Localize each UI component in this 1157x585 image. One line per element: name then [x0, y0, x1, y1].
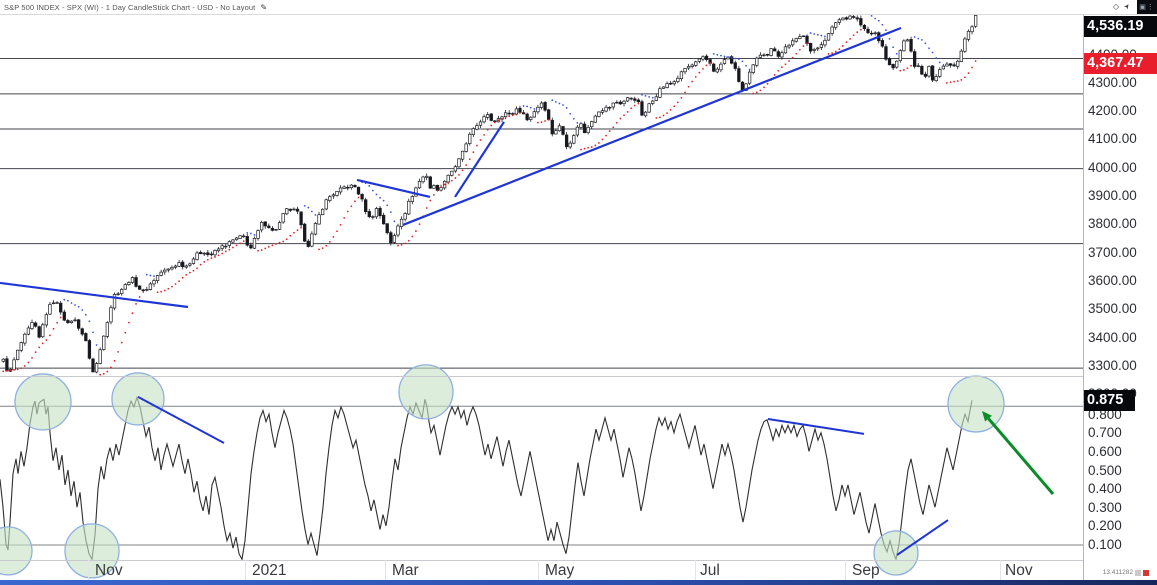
time-axis-tick	[385, 560, 386, 580]
month-label: May	[545, 562, 575, 579]
month-label: Sep	[852, 562, 880, 579]
price-axis-label: 4100.00	[1088, 131, 1137, 147]
ma-price-badge: 4,367.47	[1084, 52, 1157, 74]
time-axis-tick	[695, 560, 696, 580]
indicator-axis-label: 0.600	[1088, 443, 1122, 459]
annotation-circle[interactable]	[947, 375, 1005, 433]
indicator-value-badge: 0.875	[1084, 389, 1135, 411]
month-label: Nov	[1005, 562, 1033, 579]
latency-value: 13.411282	[1102, 569, 1133, 576]
trendline[interactable]	[356, 178, 431, 198]
price-axis-label: 4300.00	[1088, 74, 1137, 90]
status-square-icon	[1135, 569, 1141, 576]
annotation-circle[interactable]	[873, 530, 919, 576]
annotation-circles[interactable]	[0, 364, 1005, 579]
price-axis-label: 3800.00	[1088, 216, 1137, 232]
annotation-circle[interactable]	[111, 372, 165, 426]
candles-layer	[1, 13, 978, 374]
edit-pencil-icon[interactable]: ✎	[260, 2, 268, 12]
annotation-circle[interactable]	[398, 364, 454, 420]
trendline[interactable]	[137, 396, 225, 444]
trendline[interactable]	[0, 281, 189, 309]
trendline[interactable]	[402, 26, 902, 226]
last-price-badge: 4,536.19	[1084, 15, 1157, 37]
trendline[interactable]	[767, 418, 865, 435]
time-axis-divider	[0, 560, 1083, 561]
indicator-axis-label: 0.500	[1088, 462, 1122, 478]
month-label: Nov	[95, 562, 123, 579]
price-axis[interactable]: 4,536.19 4,367.47 0.875 4400.004300.0042…	[1083, 0, 1157, 580]
time-axis-tick	[88, 560, 89, 580]
time-axis-tick	[538, 560, 539, 580]
month-label: Jul	[700, 562, 720, 579]
indicator-axis-label: 0.200	[1088, 518, 1122, 534]
price-axis-label: 3600.00	[1088, 272, 1137, 288]
time-axis[interactable]: Nov 2021 Mar May Jul Sep Nov	[0, 560, 1083, 580]
price-axis-label: 3700.00	[1088, 244, 1137, 260]
trendline[interactable]	[896, 519, 949, 556]
price-axis-label: 3500.00	[1088, 301, 1137, 317]
status-square-red-icon	[1143, 569, 1149, 576]
latency-indicator: 13.411282	[1103, 569, 1149, 576]
month-label: 2021	[252, 562, 287, 579]
price-axis-label: 3300.00	[1088, 357, 1137, 373]
indicator-axis-label: 0.700	[1088, 425, 1122, 441]
window-controls[interactable]: ▣⋮	[1137, 0, 1157, 14]
chart-title[interactable]: S&P 500 INDEX - SPX (WI) - 1 Day CandleS…	[4, 2, 256, 12]
time-axis-tick	[845, 560, 846, 580]
oscillator-threshold-lines[interactable]	[0, 405, 1083, 546]
bottom-progress-strip	[0, 580, 1157, 585]
price-axis-label: 3900.00	[1088, 188, 1137, 203]
trendline[interactable]	[454, 121, 505, 198]
diamond-icon[interactable]: ◇	[1112, 2, 1120, 11]
annotation-circle[interactable]	[64, 523, 120, 579]
trendlines[interactable]	[0, 26, 949, 556]
time-axis-tick	[1000, 560, 1001, 580]
indicator-axis-label: 0.300	[1088, 499, 1122, 515]
price-axis-label: 4200.00	[1088, 103, 1137, 119]
green-arrow[interactable]	[982, 411, 1055, 495]
sar-dots-layer	[2, 15, 977, 376]
pane-divider[interactable]	[0, 376, 1083, 377]
indicator-axis-label: 0.100	[1088, 536, 1122, 552]
annotation-circle[interactable]	[0, 526, 33, 576]
price-level-lines[interactable]	[0, 58, 1083, 369]
chart-titlebar: S&P 500 INDEX - SPX (WI) - 1 Day CandleS…	[0, 0, 1157, 15]
indicator-axis-label: 0.400	[1088, 481, 1122, 497]
oscillator-line	[0, 395, 973, 562]
cursor-icon[interactable]: ➤	[1123, 2, 1133, 12]
price-axis-label: 4000.00	[1088, 159, 1137, 175]
annotation-circle[interactable]	[14, 373, 72, 431]
time-axis-tick	[245, 560, 246, 580]
month-label: Mar	[392, 562, 419, 579]
price-axis-label: 3400.00	[1088, 329, 1137, 345]
